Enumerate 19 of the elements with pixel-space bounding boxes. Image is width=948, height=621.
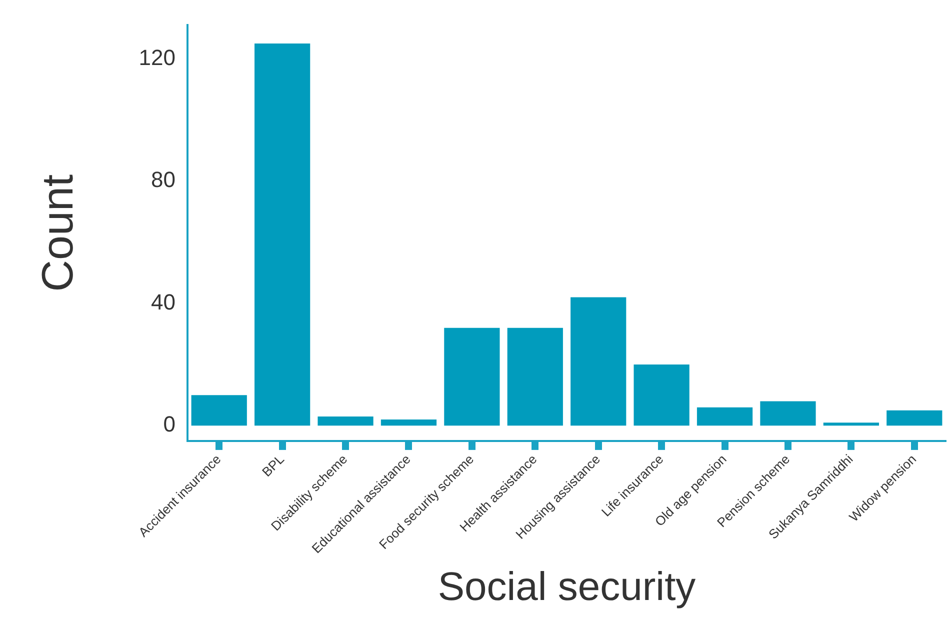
bar xyxy=(570,297,626,426)
x-axis-title: Social security xyxy=(438,565,696,610)
bar xyxy=(823,422,879,426)
bar xyxy=(254,44,310,426)
bar xyxy=(380,420,437,426)
bar xyxy=(191,395,247,426)
bar xyxy=(760,401,816,426)
bar xyxy=(507,328,563,426)
bar xyxy=(696,407,753,426)
y-axis-title: Count xyxy=(34,174,83,292)
bar xyxy=(444,328,500,426)
y-tick-label: 40 xyxy=(151,289,176,314)
y-tick-label: 80 xyxy=(151,167,176,192)
y-tick-label: 0 xyxy=(163,412,176,437)
x-tick-label: BPL xyxy=(258,452,287,480)
bar xyxy=(886,410,942,426)
y-tick-label: 120 xyxy=(138,44,176,70)
bar xyxy=(634,364,690,426)
bar xyxy=(318,416,374,426)
